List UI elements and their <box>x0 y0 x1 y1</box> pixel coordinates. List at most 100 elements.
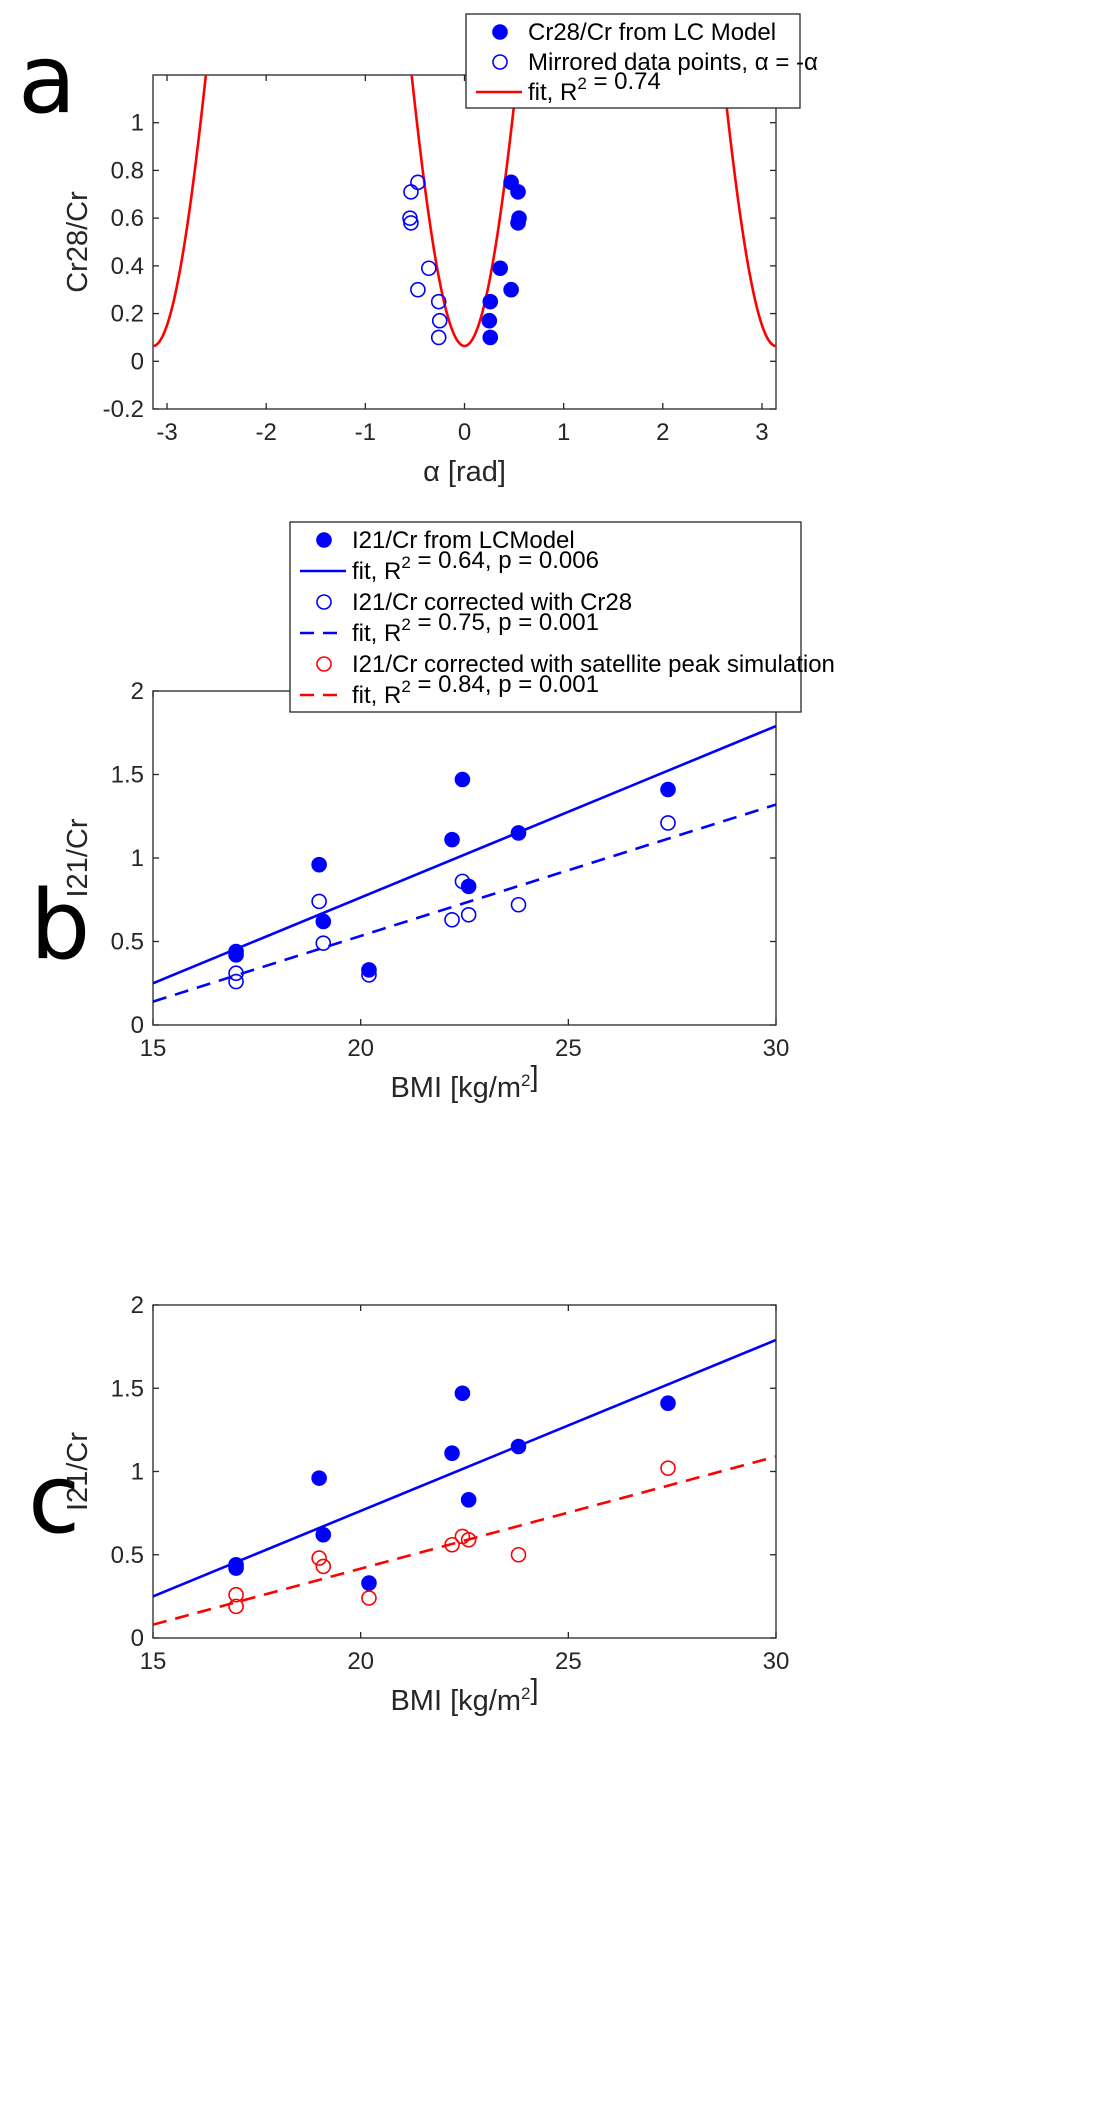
data-point-open <box>403 215 419 231</box>
x-axis-label: BMI [kg/m2] <box>390 1061 538 1104</box>
panel-letter-a: a <box>18 25 76 135</box>
legend-label: fit, R2 = 0.75, p = 0.001 <box>352 609 599 647</box>
data-point-filled <box>660 781 676 798</box>
data-point-filled <box>311 856 327 873</box>
axes-box <box>152 74 777 410</box>
fit-line <box>153 724 776 985</box>
x-tick-label: 2 <box>656 419 669 446</box>
x-axis-label: α [rad] <box>423 456 506 488</box>
data-point-open <box>228 1598 244 1615</box>
data-point-filled <box>482 329 499 346</box>
data-point-filled <box>482 293 499 310</box>
y-tick-label: 0.5 <box>111 1542 144 1569</box>
legend-label: Mirrored data points, α = -α <box>528 49 818 76</box>
legend-marker-filled <box>492 24 508 40</box>
data-point-open <box>410 281 426 298</box>
chart-panel-c: 15 20 25 30 0 0.5 1 1.5 2 BMI [kg/m2] I21/Cr <box>62 1292 789 1717</box>
panel-letter-b: b <box>30 871 90 981</box>
legend-marker-open <box>492 54 508 70</box>
data-point-filled <box>228 947 244 963</box>
y-axis-label: Cr28/Cr <box>62 191 94 293</box>
y-tick-label: 2 <box>131 1292 144 1319</box>
data-point-filled <box>492 260 508 277</box>
data-point-open <box>228 1586 244 1603</box>
axes-box <box>152 1304 777 1639</box>
data-point-open <box>510 896 527 913</box>
x-tick-label: 30 <box>763 1648 790 1675</box>
data-point-open <box>315 1558 332 1575</box>
data-point-open <box>510 1546 527 1563</box>
data-point-open <box>311 1550 327 1566</box>
legend-marker-open <box>316 656 332 672</box>
data-point-open <box>444 911 460 928</box>
x-tick-label: -3 <box>156 419 177 446</box>
y-tick-label: 0 <box>131 1625 144 1652</box>
fit-curve <box>153 75 776 348</box>
y-tick-label: 1 <box>131 845 144 872</box>
legend-box <box>289 521 802 713</box>
data-point-open <box>460 906 477 923</box>
data-point-filled <box>444 831 460 848</box>
y-tick-label: 0 <box>131 348 144 375</box>
data-point-open <box>361 967 377 983</box>
data-point-filled <box>481 312 498 329</box>
y-tick-label: 0 <box>131 1012 144 1039</box>
y-tick-label: 1.5 <box>111 1375 144 1402</box>
y-tick-label: 0.4 <box>111 253 144 280</box>
data-point-filled <box>444 1445 460 1461</box>
data-point-open <box>660 815 676 831</box>
y-tick-label: 0.5 <box>111 929 144 956</box>
data-point-open <box>228 965 244 982</box>
legend-label: fit, R2 = 0.74 <box>528 68 661 106</box>
x-tick-label: 25 <box>555 1648 582 1675</box>
x-tick-label: -2 <box>256 419 277 446</box>
data-point-open <box>315 935 332 951</box>
data-point-filled <box>454 1385 471 1402</box>
x-tick-label: 1 <box>557 419 570 446</box>
axes-box <box>152 690 777 1026</box>
x-tick-label: 3 <box>755 419 768 446</box>
fit-line-dashed <box>153 1455 776 1626</box>
panel-letter-c: c <box>28 1445 80 1555</box>
legend-label: I21/Cr corrected with Cr28 <box>352 589 632 616</box>
y-tick-label: 1.5 <box>111 762 144 789</box>
legend-label: I21/Cr from LCModel <box>352 527 575 554</box>
plot-area <box>153 75 776 348</box>
x-axis-label: BMI [kg/m2] <box>390 1674 538 1717</box>
x-tick-label: 25 <box>555 1035 582 1062</box>
data-point-filled <box>510 825 527 841</box>
data-point-filled <box>510 184 526 200</box>
data-point-open <box>430 293 447 310</box>
data-point-open <box>421 260 437 277</box>
y-tick-label: 0.2 <box>111 301 144 328</box>
data-point-open <box>660 1460 676 1476</box>
data-point-filled <box>361 962 377 978</box>
x-tick-label: 0 <box>458 419 471 446</box>
data-point-filled <box>454 771 471 788</box>
y-tick-label: 1 <box>131 1459 144 1486</box>
legend-label: I21/Cr corrected with satellite peak sim… <box>352 651 835 678</box>
x-tick-label: 30 <box>763 1035 790 1062</box>
x-tick-label: -1 <box>355 419 376 446</box>
legend-label: fit, R2 = 0.64, p = 0.006 <box>352 547 599 585</box>
data-point-filled <box>311 1470 327 1486</box>
y-tick-label: 0.6 <box>111 205 144 232</box>
y-tick-label: -0.2 <box>103 396 144 423</box>
fit-line <box>153 1338 776 1598</box>
data-point-filled <box>460 1492 477 1508</box>
chart-panel-a: -3 -2 -1 0 1 2 3 -0.2 0 0.2 0.4 0.6 0.8 1 α [rad] Cr28/… <box>62 13 818 488</box>
data-point-open <box>430 329 447 346</box>
data-point-open <box>460 1531 477 1548</box>
data-point-open <box>454 873 471 890</box>
data-point-filled <box>228 1560 244 1576</box>
data-point-open <box>228 973 244 990</box>
x-tick-label: 20 <box>347 1648 374 1675</box>
legend-label: Cr28/Cr from LC Model <box>528 19 776 46</box>
data-point-filled <box>315 1526 332 1543</box>
data-point-filled <box>660 1395 676 1412</box>
data-point-open <box>431 312 448 329</box>
data-point-filled <box>510 1438 527 1455</box>
x-tick-label: 15 <box>140 1035 167 1062</box>
legend-marker-filled <box>316 532 332 548</box>
